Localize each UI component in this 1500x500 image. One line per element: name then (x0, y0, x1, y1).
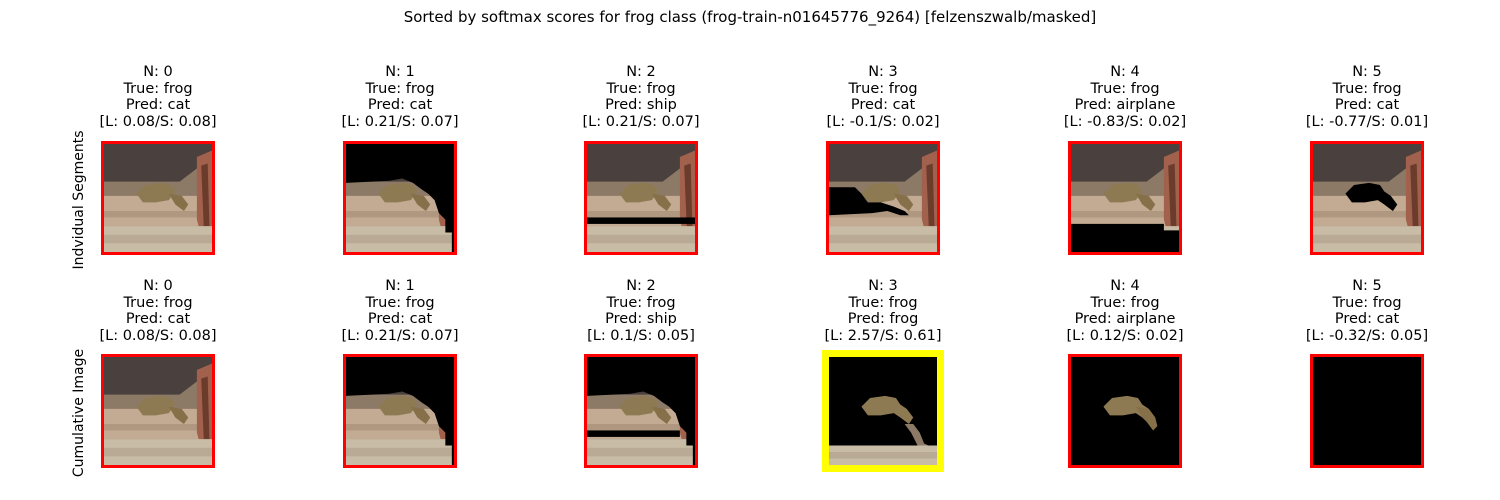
panel-title-block: N: 4 True: frog Pred: airplane [L: 0.12/S: … (1005, 278, 1245, 344)
panel-true-label: True: frog (365, 80, 435, 97)
segment-image-render (1313, 357, 1421, 465)
panel-pred-label: Pred: ship (605, 311, 677, 327)
panel-pred-label: Pred: cat (850, 97, 916, 113)
segment-image-render (1071, 144, 1179, 252)
panel-score-label: [L: -0.32/S: 0.05] (1305, 327, 1429, 344)
panel-title: N: 5 True: frog Pred: cat [L: -0.32/S: 0.05… (1247, 278, 1487, 344)
panel-title-block: N: 1 True: frog Pred: cat [L: 0.21/S: 0.07] (280, 64, 520, 130)
panel-score-label: [L: 0.12/S: 0.02] (1066, 327, 1184, 344)
panel-title-block: N: 0 True: frog Pred: cat [L: 0.08/S: 0.08] (38, 64, 278, 130)
panel-pred-label: Pred: cat (1334, 311, 1400, 327)
segment-image (101, 141, 215, 255)
panel-index-label: N: 1 (385, 64, 415, 80)
panel-title: N: 3 True: frog Pred: frog [L: 2.57/S: 0.61… (763, 278, 1003, 344)
panel-title: N: 1 True: frog Pred: cat [L: 0.21/S: 0.07] (280, 64, 520, 130)
panel-score-label: [L: -0.77/S: 0.01] (1305, 113, 1429, 130)
segment-image-render (104, 357, 212, 465)
panel-title: N: 0 True: frog Pred: cat [L: 0.08/S: 0.08] (38, 64, 278, 130)
panel-title: N: 2 True: frog Pred: ship [L: 0.21/S: 0.07… (521, 64, 761, 130)
panel-pred-label: Pred: cat (367, 311, 433, 327)
panel-title-block: N: 4 True: frog Pred: airplane [L: -0.83/S:… (1005, 64, 1245, 130)
panel-true-label: True: frog (848, 80, 918, 97)
panel-title: N: 1 True: frog Pred: cat [L: 0.21/S: 0.07] (280, 278, 520, 344)
panel-true-label: True: frog (123, 80, 193, 97)
panel-index-label: N: 5 (1352, 278, 1382, 294)
panel-true-label: True: frog (1332, 294, 1402, 311)
highlighted-segment-image (822, 350, 944, 472)
panel-true-label: True: frog (606, 294, 676, 311)
segment-image (101, 354, 215, 468)
segment-image (1310, 354, 1424, 468)
panel-title-block: N: 3 True: frog Pred: frog [L: 2.57/S: 0.61… (763, 278, 1003, 344)
segment-image (826, 141, 940, 255)
panel-true-label: True: frog (1090, 294, 1160, 311)
segment-image (584, 354, 698, 468)
panel-index-label: N: 4 (1110, 64, 1140, 80)
panel-pred-label: Pred: cat (367, 97, 433, 113)
panel-index-label: N: 0 (143, 278, 173, 294)
panel-index-label: N: 2 (626, 64, 656, 80)
segment-image (343, 354, 457, 468)
panel-score-label: [L: 0.08/S: 0.08] (99, 327, 217, 344)
panel-title: N: 4 True: frog Pred: airplane [L: 0.12/S: … (1005, 278, 1245, 344)
panel-pred-label: Pred: airplane (1074, 311, 1176, 327)
panel-title-block: N: 5 True: frog Pred: cat [L: -0.32/S: 0.05… (1247, 278, 1487, 344)
panel-pred-label: Pred: ship (605, 97, 677, 113)
panel-title-block: N: 2 True: frog Pred: ship [L: 0.21/S: 0.07… (521, 64, 761, 130)
panel-pred-label: Pred: cat (125, 97, 191, 113)
panel-true-label: True: frog (848, 294, 918, 311)
panel-title: N: 5 True: frog Pred: cat [L: -0.77/S: 0.01… (1247, 64, 1487, 130)
segment-image (584, 141, 698, 255)
panel-title-block: N: 2 True: frog Pred: ship [L: 0.1/S: 0.05] (521, 278, 761, 344)
panel-index-label: N: 3 (868, 64, 898, 80)
panel-true-label: True: frog (1332, 80, 1402, 97)
panel-pred-label: Pred: cat (1334, 97, 1400, 113)
panel-title: N: 4 True: frog Pred: airplane [L: -0.83/S:… (1005, 64, 1245, 130)
panel-pred-label: Pred: frog (847, 311, 919, 327)
panel-score-label: [L: 0.21/S: 0.07] (341, 327, 459, 344)
panel-score-label: [L: 0.1/S: 0.05] (587, 327, 695, 344)
panel-pred-label: Pred: cat (125, 311, 191, 327)
panel-score-label: [L: -0.1/S: 0.02] (826, 113, 940, 130)
segment-image-render (346, 144, 454, 252)
segment-image-render (346, 357, 454, 465)
panel-score-label: [L: 2.57/S: 0.61] (824, 327, 942, 344)
segment-image-render (104, 144, 212, 252)
figure-title: Sorted by softmax scores for frog class … (403, 8, 1097, 26)
row-label-individual: Indvidual Segments (71, 130, 87, 270)
panel-true-label: True: frog (123, 294, 193, 311)
panel-index-label: N: 5 (1352, 64, 1382, 80)
panel-title-block: N: 5 True: frog Pred: cat [L: -0.77/S: 0.01… (1247, 64, 1487, 130)
panel-score-label: [L: 0.21/S: 0.07] (582, 113, 700, 130)
segment-image (1068, 354, 1182, 468)
panel-index-label: N: 4 (1110, 278, 1140, 294)
panel-index-label: N: 1 (385, 278, 415, 294)
segment-image (1068, 141, 1182, 255)
panel-index-label: N: 2 (626, 278, 656, 294)
segment-image-render (1313, 144, 1421, 252)
panel-index-label: N: 0 (143, 64, 173, 80)
panel-true-label: True: frog (365, 294, 435, 311)
panel-score-label: [L: -0.83/S: 0.02] (1063, 113, 1187, 130)
panel-title-block: N: 1 True: frog Pred: cat [L: 0.21/S: 0.07] (280, 278, 520, 344)
segment-image (1310, 141, 1424, 255)
panel-title: N: 3 True: frog Pred: cat [L: -0.1/S: 0.02] (763, 64, 1003, 130)
panel-pred-label: Pred: airplane (1074, 97, 1176, 113)
segment-image-render (829, 357, 937, 465)
panel-title: N: 0 True: frog Pred: cat [L: 0.08/S: 0.08] (38, 278, 278, 344)
segment-image-render (1071, 357, 1179, 465)
panel-true-label: True: frog (1090, 80, 1160, 97)
segment-image-render (587, 144, 695, 252)
panel-true-label: True: frog (606, 80, 676, 97)
panel-score-label: [L: 0.08/S: 0.08] (99, 113, 217, 130)
panel-score-label: [L: 0.21/S: 0.07] (341, 113, 459, 130)
segment-image-render (829, 144, 937, 252)
segment-image-render (587, 357, 695, 465)
row-label-cumulative: Cumulative Image (71, 348, 87, 478)
panel-title-block: N: 0 True: frog Pred: cat [L: 0.08/S: 0.08] (38, 278, 278, 344)
panel-title-block: N: 3 True: frog Pred: cat [L: -0.1/S: 0.02] (763, 64, 1003, 130)
segment-image (343, 141, 457, 255)
panel-title: N: 2 True: frog Pred: ship [L: 0.1/S: 0.05] (521, 278, 761, 344)
panel-index-label: N: 3 (868, 278, 898, 294)
